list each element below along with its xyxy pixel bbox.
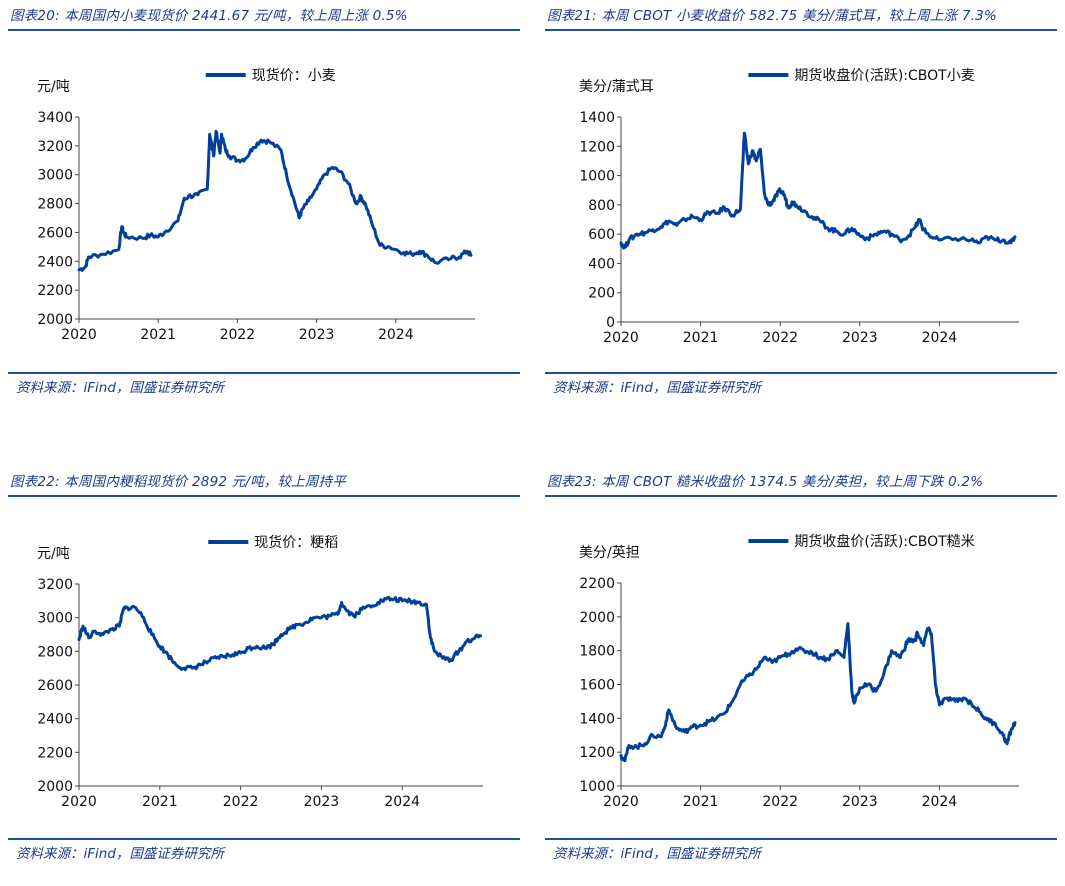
y-tick-label: 2600 — [37, 678, 73, 694]
x-tick-label: 2024 — [922, 794, 958, 810]
legend-label: 期货收盘价(活跃):CBOT小麦 — [794, 67, 974, 84]
y-axis-unit-label: 美分/英担 — [579, 544, 640, 561]
x-tick-label: 2022 — [762, 330, 798, 346]
line-chart: 2000 2200 2400 2600 2800 3000 3200 2020 2021 2022… — [37, 534, 483, 810]
chart-panel-cbot-wheat: 图表21: 本周 CBOT 小麦收盘价 582.75 美分/蒲式耳，较上周上涨 … — [545, 0, 1065, 420]
x-tick-label: 2021 — [683, 794, 719, 810]
source-note: 资料来源：iFind，国盛证券研究所 — [16, 846, 224, 862]
y-tick-label: 0 — [606, 315, 615, 331]
y-tick-label: 2000 — [37, 312, 73, 328]
y-tick-label: 1000 — [579, 169, 615, 185]
y-tick-label: 1200 — [579, 139, 615, 155]
y-tick-label: 3000 — [37, 611, 73, 627]
line-chart: 0 200 400 600 800 1000 1200 1400 2020 2021 2022 202… — [579, 67, 1019, 346]
source-note: 资料来源：iFind，国盛证券研究所 — [16, 380, 224, 396]
x-tick-label: 2022 — [223, 794, 259, 810]
y-tick-label: 800 — [588, 198, 615, 214]
title-divider — [8, 495, 520, 497]
y-tick-label: 1000 — [579, 779, 615, 795]
series-line — [619, 622, 1017, 763]
source-note: 资料来源：iFind，国盛证券研究所 — [553, 846, 761, 862]
y-tick-label: 2000 — [37, 779, 73, 795]
x-tick-label: 2023 — [842, 330, 878, 346]
y-tick-label: 1200 — [579, 745, 615, 761]
source-divider — [545, 372, 1057, 374]
y-tick-label: 2400 — [37, 712, 73, 728]
x-tick-label: 2020 — [61, 327, 97, 343]
chart-panel-wheat-spot: 图表20: 本周国内小麦现货价 2441.67 元/吨，较上周上涨 0.5% 2… — [8, 0, 528, 420]
y-tick-label: 1400 — [579, 110, 615, 126]
x-tick-label: 2024 — [384, 794, 420, 810]
y-tick-label: 2400 — [37, 254, 73, 270]
x-tick-label: 2021 — [683, 330, 719, 346]
y-tick-label: 3200 — [37, 139, 73, 155]
y-tick-label: 3200 — [37, 577, 73, 593]
y-axis-unit-label: 元/吨 — [37, 79, 70, 95]
series-line — [77, 129, 473, 272]
chart-title: 图表23: 本周 CBOT 糙米收盘价 1374.5 美分/英担，较上周下跌 0… — [547, 474, 984, 490]
title-divider — [8, 29, 520, 31]
line-chart: 2000 2200 2400 2600 2800 3000 3200 3400 2020 2021… — [37, 67, 475, 343]
y-tick-label: 2200 — [579, 576, 615, 592]
chart-panel-japonica-spot: 图表22: 本周国内粳稻现货价 2892 元/吨，较上周持平 2000 2200 2… — [8, 466, 528, 886]
y-tick-label: 200 — [588, 286, 615, 302]
legend-label: 现货价：粳稻 — [254, 534, 338, 551]
y-tick-label: 600 — [588, 227, 615, 243]
y-tick-label: 2200 — [37, 745, 73, 761]
x-tick-label: 2020 — [61, 794, 97, 810]
source-note: 资料来源：iFind，国盛证券研究所 — [553, 380, 761, 396]
chart-title: 图表22: 本周国内粳稻现货价 2892 元/吨，较上周持平 — [10, 474, 347, 490]
y-tick-label: 1600 — [579, 678, 615, 694]
y-tick-label: 2600 — [37, 225, 73, 241]
y-tick-label: 2000 — [579, 610, 615, 626]
source-divider — [545, 838, 1057, 840]
x-tick-label: 2022 — [220, 327, 256, 343]
x-tick-label: 2023 — [299, 327, 335, 343]
y-tick-label: 3400 — [37, 110, 73, 126]
source-divider — [8, 372, 520, 374]
legend-label: 现货价：小麦 — [252, 67, 336, 84]
y-tick-label: 2200 — [37, 283, 73, 299]
legend-label: 期货收盘价(活跃):CBOT糙米 — [794, 533, 974, 550]
y-tick-label: 1800 — [579, 644, 615, 660]
x-tick-label: 2020 — [603, 330, 639, 346]
y-tick-label: 1400 — [579, 711, 615, 727]
x-tick-label: 2023 — [304, 794, 340, 810]
line-chart: 1000 1200 1400 1600 1800 2000 2200 2020 2021 2022… — [579, 533, 1019, 810]
title-divider — [545, 495, 1057, 497]
y-tick-label: 400 — [588, 256, 615, 272]
chart-title: 图表21: 本周 CBOT 小麦收盘价 582.75 美分/蒲式耳，较上周上涨 … — [547, 8, 997, 24]
series-line — [77, 595, 483, 672]
y-axis-unit-label: 元/吨 — [37, 546, 70, 562]
chart-title: 图表20: 本周国内小麦现货价 2441.67 元/吨，较上周上涨 0.5% — [10, 8, 408, 24]
source-divider — [8, 838, 520, 840]
x-tick-label: 2021 — [142, 794, 178, 810]
title-divider — [545, 29, 1057, 31]
x-tick-label: 2024 — [378, 327, 414, 343]
y-tick-label: 2800 — [37, 197, 73, 213]
x-tick-label: 2021 — [140, 327, 176, 343]
y-tick-label: 3000 — [37, 168, 73, 184]
chart-panel-cbot-rice: 图表23: 本周 CBOT 糙米收盘价 1374.5 美分/英担，较上周下跌 0… — [545, 466, 1065, 886]
y-axis-unit-label: 美分/蒲式耳 — [579, 79, 654, 95]
series-line — [619, 131, 1017, 250]
x-tick-label: 2022 — [762, 794, 798, 810]
x-tick-label: 2024 — [922, 330, 958, 346]
x-tick-label: 2023 — [842, 794, 878, 810]
x-tick-label: 2020 — [603, 794, 639, 810]
y-tick-label: 2800 — [37, 644, 73, 660]
